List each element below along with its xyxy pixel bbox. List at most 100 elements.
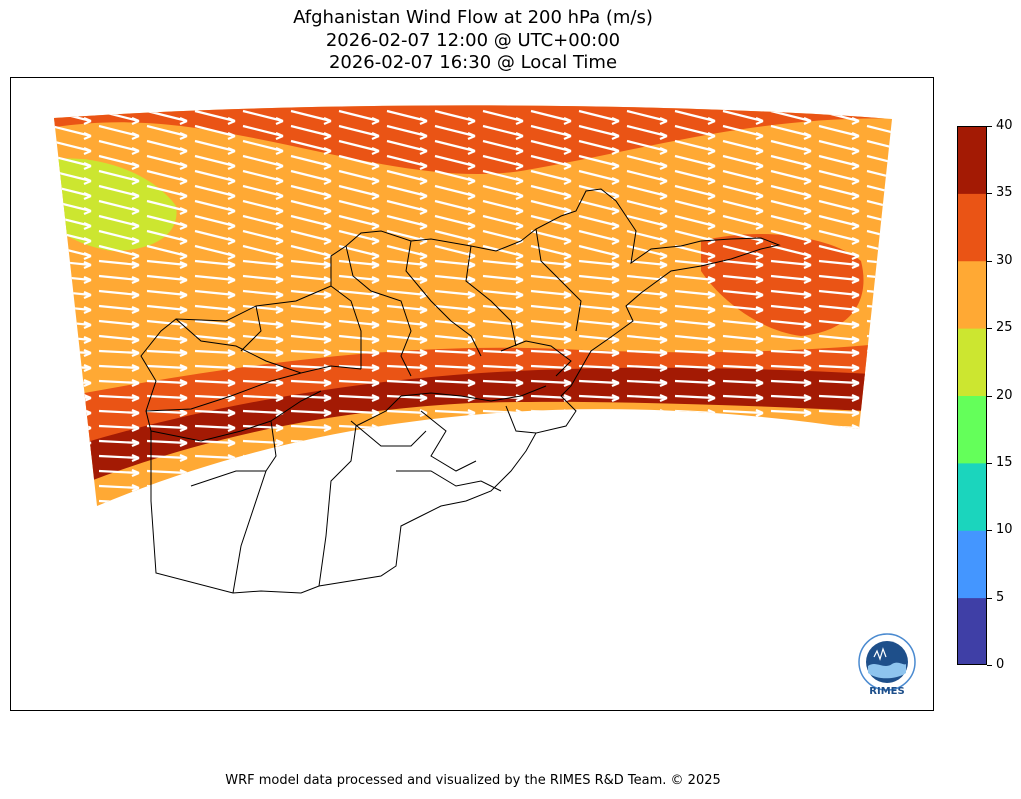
wind-arrow <box>386 199 428 216</box>
wind-arrow <box>386 393 428 403</box>
wind-arrow <box>338 199 380 216</box>
jet-core-band <box>54 367 892 501</box>
wind-arrow <box>482 498 524 507</box>
wind-arrow <box>770 214 812 231</box>
wind-arrow <box>98 139 140 156</box>
wind-arrow <box>818 184 860 201</box>
wind-arrow <box>482 259 524 270</box>
wind-arrow <box>242 289 284 300</box>
wind-arrow <box>290 348 332 358</box>
wind-arrow <box>194 378 236 388</box>
wind-arrow <box>818 393 860 403</box>
wind-arrow <box>770 169 812 186</box>
wind-arrow <box>674 453 716 463</box>
wind-arrow <box>338 408 380 418</box>
wind-arrow <box>194 199 236 216</box>
wind-arrow <box>290 274 332 285</box>
province-border <box>150 420 272 442</box>
wind-arrow <box>146 378 188 388</box>
wind-arrow <box>482 124 524 141</box>
wind-arrow <box>54 483 92 493</box>
wind-arrow <box>578 109 620 126</box>
wind-arrow <box>242 214 284 231</box>
wind-arrow <box>482 423 524 433</box>
wind-arrow <box>146 348 188 358</box>
wind-arrow <box>242 244 284 261</box>
wind-arrow <box>386 184 428 201</box>
wind-arrow <box>722 453 764 463</box>
wind-arrow <box>530 334 572 345</box>
wind-arrow <box>242 199 284 216</box>
wind-arrow <box>722 199 764 216</box>
wind-map <box>54 105 892 594</box>
wind-arrow <box>530 109 572 126</box>
wind-arrow <box>626 319 668 330</box>
wind-arrow <box>338 184 380 201</box>
wind-arrow <box>770 423 812 433</box>
wind-arrow <box>722 139 764 156</box>
wind-arrow <box>482 109 524 126</box>
wind-arrow <box>386 319 428 330</box>
wind-arrow <box>434 304 476 315</box>
wind-arrow <box>98 468 140 478</box>
wind-arrow <box>578 498 620 507</box>
wind-arrow <box>530 274 572 285</box>
wind-arrow <box>722 109 764 126</box>
wind-arrow <box>818 483 860 493</box>
wind-arrow <box>818 498 860 507</box>
wind-arrow <box>146 244 188 261</box>
wind-arrow <box>146 319 188 330</box>
wind-arrow <box>290 139 332 156</box>
wind-arrow <box>818 334 860 345</box>
wind-arrow <box>290 498 332 507</box>
wind-arrow <box>530 319 572 330</box>
logo-text: RIMES <box>869 686 905 697</box>
wind-arrow <box>98 214 140 231</box>
wind-arrow <box>482 169 524 186</box>
wind-arrow <box>722 483 764 493</box>
wind-arrow <box>98 259 140 270</box>
wind-arrow <box>626 199 668 216</box>
wind-arrow <box>578 154 620 171</box>
colorbar-segment <box>957 395 987 464</box>
wind-arrow <box>338 438 380 448</box>
wind-arrow <box>674 348 716 358</box>
wind-arrow <box>674 124 716 141</box>
wind-arrow <box>434 109 476 126</box>
wind-arrow <box>386 304 428 315</box>
wind-arrow <box>434 274 476 285</box>
province-border <box>465 245 517 347</box>
wind-arrow <box>626 438 668 448</box>
wind-arrow <box>818 139 860 156</box>
wind-arrow <box>194 154 236 171</box>
wind-arrow <box>338 214 380 231</box>
wind-arrow <box>530 229 572 246</box>
title-line-3-local: 2026-02-07 16:30 @ Local Time <box>328 52 618 73</box>
wind-arrow <box>386 124 428 141</box>
wind-arrow <box>146 199 188 216</box>
wind-arrow <box>338 109 380 126</box>
wind-arrow <box>770 334 812 345</box>
wind-arrow <box>482 184 524 201</box>
wind-arrow <box>578 334 620 345</box>
wind-arrow <box>338 304 380 315</box>
wind-arrow <box>386 408 428 418</box>
province-border <box>318 395 402 587</box>
wind-arrow <box>674 334 716 345</box>
province-border <box>145 372 302 412</box>
wind-arrow <box>290 304 332 315</box>
wind-arrow <box>818 363 860 373</box>
wind-arrow <box>674 244 716 261</box>
wind-arrow <box>290 319 332 330</box>
wind-arrow <box>818 468 860 478</box>
wind-arrow <box>434 334 476 345</box>
wind-arrow <box>722 498 764 507</box>
wind-arrow <box>722 259 764 270</box>
wind-arrow <box>530 154 572 171</box>
wind-arrow <box>194 408 236 418</box>
wind-arrow <box>434 378 476 388</box>
colorbar-tick-mark <box>987 328 992 330</box>
colorbar-tick-label: 30 <box>996 252 1013 268</box>
wind-arrow <box>386 169 428 186</box>
wind-arrow <box>626 334 668 345</box>
